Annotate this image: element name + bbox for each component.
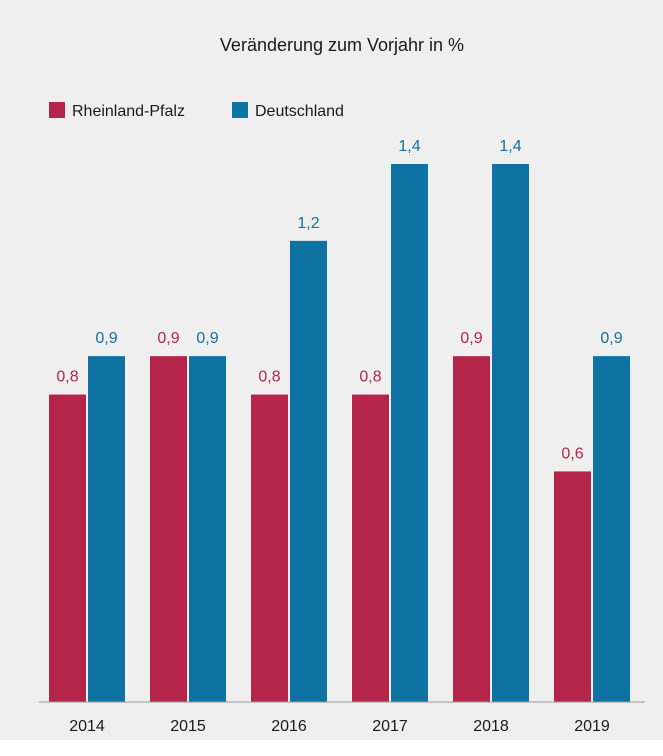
- x-tick-label-2019: 2019: [574, 718, 610, 735]
- bar-rheinland-pfalz-2019: [554, 471, 591, 702]
- value-label-rheinland-pfalz-2017: 0,8: [359, 369, 381, 386]
- x-tick-label-2015: 2015: [170, 718, 206, 735]
- chart-title: Veränderung zum Vorjahr in %: [220, 35, 464, 55]
- x-tick-label-2018: 2018: [473, 718, 509, 735]
- bar-rheinland-pfalz-2014: [49, 394, 86, 702]
- bar-deutschland-2018: [492, 164, 529, 702]
- value-label-rheinland-pfalz-2014: 0,8: [56, 369, 78, 386]
- legend: Rheinland-Pfalz Deutschland: [49, 102, 344, 120]
- legend-swatch-deutschland: [232, 102, 248, 118]
- value-label-rheinland-pfalz-2019: 0,6: [561, 445, 583, 462]
- chart-panel: Veränderung zum Vorjahr in % Rheinland-P…: [0, 0, 663, 740]
- value-label-deutschland-2018: 1,4: [499, 138, 521, 155]
- bars: [49, 164, 630, 702]
- x-tick-label-2016: 2016: [271, 718, 307, 735]
- x-axis-ticks: 2014 2015 2016 2017 2018 2019: [69, 718, 610, 735]
- value-label-deutschland-2016: 1,2: [297, 215, 319, 232]
- bar-rheinland-pfalz-2018: [453, 356, 490, 702]
- bar-rheinland-pfalz-2016: [251, 394, 288, 702]
- bar-deutschland-2016: [290, 240, 327, 702]
- value-label-deutschland-2019: 0,9: [600, 330, 622, 347]
- legend-label-deutschland: Deutschland: [255, 103, 344, 120]
- legend-swatch-rheinland-pfalz: [49, 102, 65, 118]
- legend-label-rheinland-pfalz: Rheinland-Pfalz: [72, 103, 185, 120]
- bar-chart: Veränderung zum Vorjahr in % Rheinland-P…: [39, 35, 645, 735]
- value-label-deutschland-2014: 0,9: [95, 330, 117, 347]
- value-labels: 0,8 0,9 0,9 0,9 0,8 1,2 0,8 1,4 0,9 1,4 0,6 0,9: [56, 138, 622, 462]
- x-tick-label-2017: 2017: [372, 718, 408, 735]
- bar-rheinland-pfalz-2015: [150, 356, 187, 702]
- value-label-rheinland-pfalz-2015: 0,9: [157, 330, 179, 347]
- value-label-rheinland-pfalz-2016: 0,8: [258, 369, 280, 386]
- bar-deutschland-2017: [391, 164, 428, 702]
- x-tick-label-2014: 2014: [69, 718, 105, 735]
- bar-deutschland-2014: [88, 356, 125, 702]
- value-label-deutschland-2015: 0,9: [196, 330, 218, 347]
- bar-deutschland-2015: [189, 356, 226, 702]
- value-label-deutschland-2017: 1,4: [398, 138, 420, 155]
- bar-deutschland-2019: [593, 356, 630, 702]
- bar-rheinland-pfalz-2017: [352, 394, 389, 702]
- value-label-rheinland-pfalz-2018: 0,9: [460, 330, 482, 347]
